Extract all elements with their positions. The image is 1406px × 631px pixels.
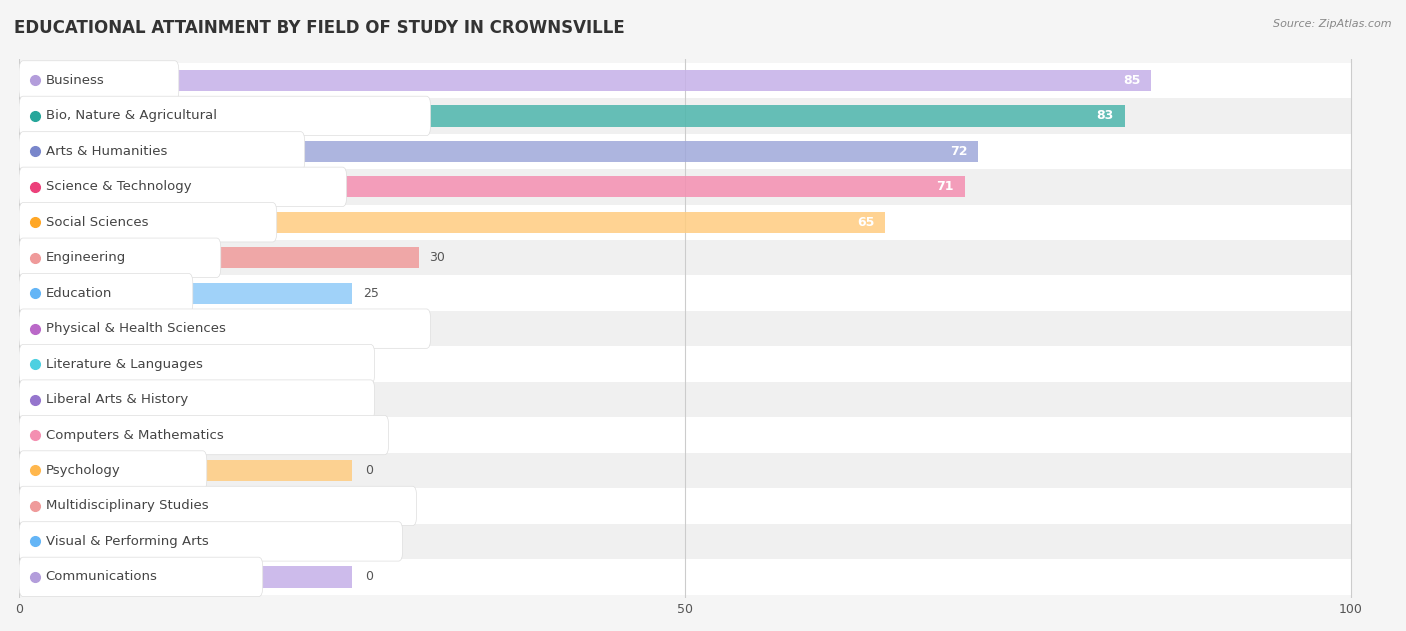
Text: Social Sciences: Social Sciences [45,216,148,229]
Bar [20,460,352,481]
Text: 22: 22 [323,322,339,335]
FancyBboxPatch shape [20,451,207,490]
FancyBboxPatch shape [20,415,388,455]
FancyBboxPatch shape [20,309,430,348]
Text: 0: 0 [366,570,374,584]
Text: Science & Technology: Science & Technology [45,180,191,193]
Bar [20,62,1351,98]
Text: Liberal Arts & History: Liberal Arts & History [45,393,188,406]
Bar [20,346,1351,382]
Bar [20,531,352,552]
Text: Education: Education [45,286,112,300]
Bar [20,204,1351,240]
Bar [20,276,1351,311]
FancyBboxPatch shape [20,61,179,100]
Bar [20,283,352,304]
Text: 85: 85 [1123,74,1140,87]
Bar [20,453,1351,488]
Bar [20,70,1152,91]
Text: 11: 11 [176,393,193,406]
Bar [20,311,1351,346]
Text: 25: 25 [363,286,378,300]
Text: 30: 30 [429,251,446,264]
Text: 72: 72 [950,145,967,158]
Text: Visual & Performing Arts: Visual & Performing Arts [45,535,208,548]
Text: 0: 0 [366,464,374,477]
Bar [20,382,1351,417]
Bar [20,240,1351,276]
Bar [20,389,166,410]
Text: Multidisciplinary Studies: Multidisciplinary Studies [45,500,208,512]
Bar [20,417,1351,453]
Text: 0: 0 [366,535,374,548]
FancyBboxPatch shape [20,203,277,242]
Text: Computers & Mathematics: Computers & Mathematics [45,428,224,442]
FancyBboxPatch shape [20,380,374,419]
Bar [20,169,1351,204]
Bar [20,134,1351,169]
Text: EDUCATIONAL ATTAINMENT BY FIELD OF STUDY IN CROWNSVILLE: EDUCATIONAL ATTAINMENT BY FIELD OF STUDY… [14,19,624,37]
Text: Communications: Communications [45,570,157,584]
Bar [20,211,884,233]
Text: Engineering: Engineering [45,251,127,264]
FancyBboxPatch shape [20,238,221,278]
Bar [20,425,352,445]
Bar [20,495,352,517]
Text: Business: Business [45,74,104,87]
Text: 71: 71 [936,180,955,193]
Text: Psychology: Psychology [45,464,121,477]
FancyBboxPatch shape [20,522,402,561]
FancyBboxPatch shape [20,345,374,384]
Bar [20,353,246,375]
FancyBboxPatch shape [20,487,416,526]
Bar [20,98,1351,134]
Text: 17: 17 [256,358,271,370]
FancyBboxPatch shape [20,273,193,313]
Bar [20,141,979,162]
Bar [20,176,965,198]
Bar [20,566,352,587]
FancyBboxPatch shape [20,167,347,206]
Text: Source: ZipAtlas.com: Source: ZipAtlas.com [1274,19,1392,29]
Text: Literature & Languages: Literature & Languages [45,358,202,370]
Text: 65: 65 [856,216,875,229]
FancyBboxPatch shape [20,132,305,171]
Bar [20,318,312,339]
Text: Arts & Humanities: Arts & Humanities [45,145,167,158]
FancyBboxPatch shape [20,96,430,136]
Bar [20,559,1351,594]
Text: Bio, Nature & Agricultural: Bio, Nature & Agricultural [45,109,217,122]
Text: 0: 0 [366,500,374,512]
Bar [20,488,1351,524]
Text: 83: 83 [1097,109,1114,122]
FancyBboxPatch shape [20,557,263,596]
Bar [20,524,1351,559]
Bar [20,105,1125,127]
Text: Physical & Health Sciences: Physical & Health Sciences [45,322,225,335]
Text: 0: 0 [366,428,374,442]
Bar [20,247,419,268]
